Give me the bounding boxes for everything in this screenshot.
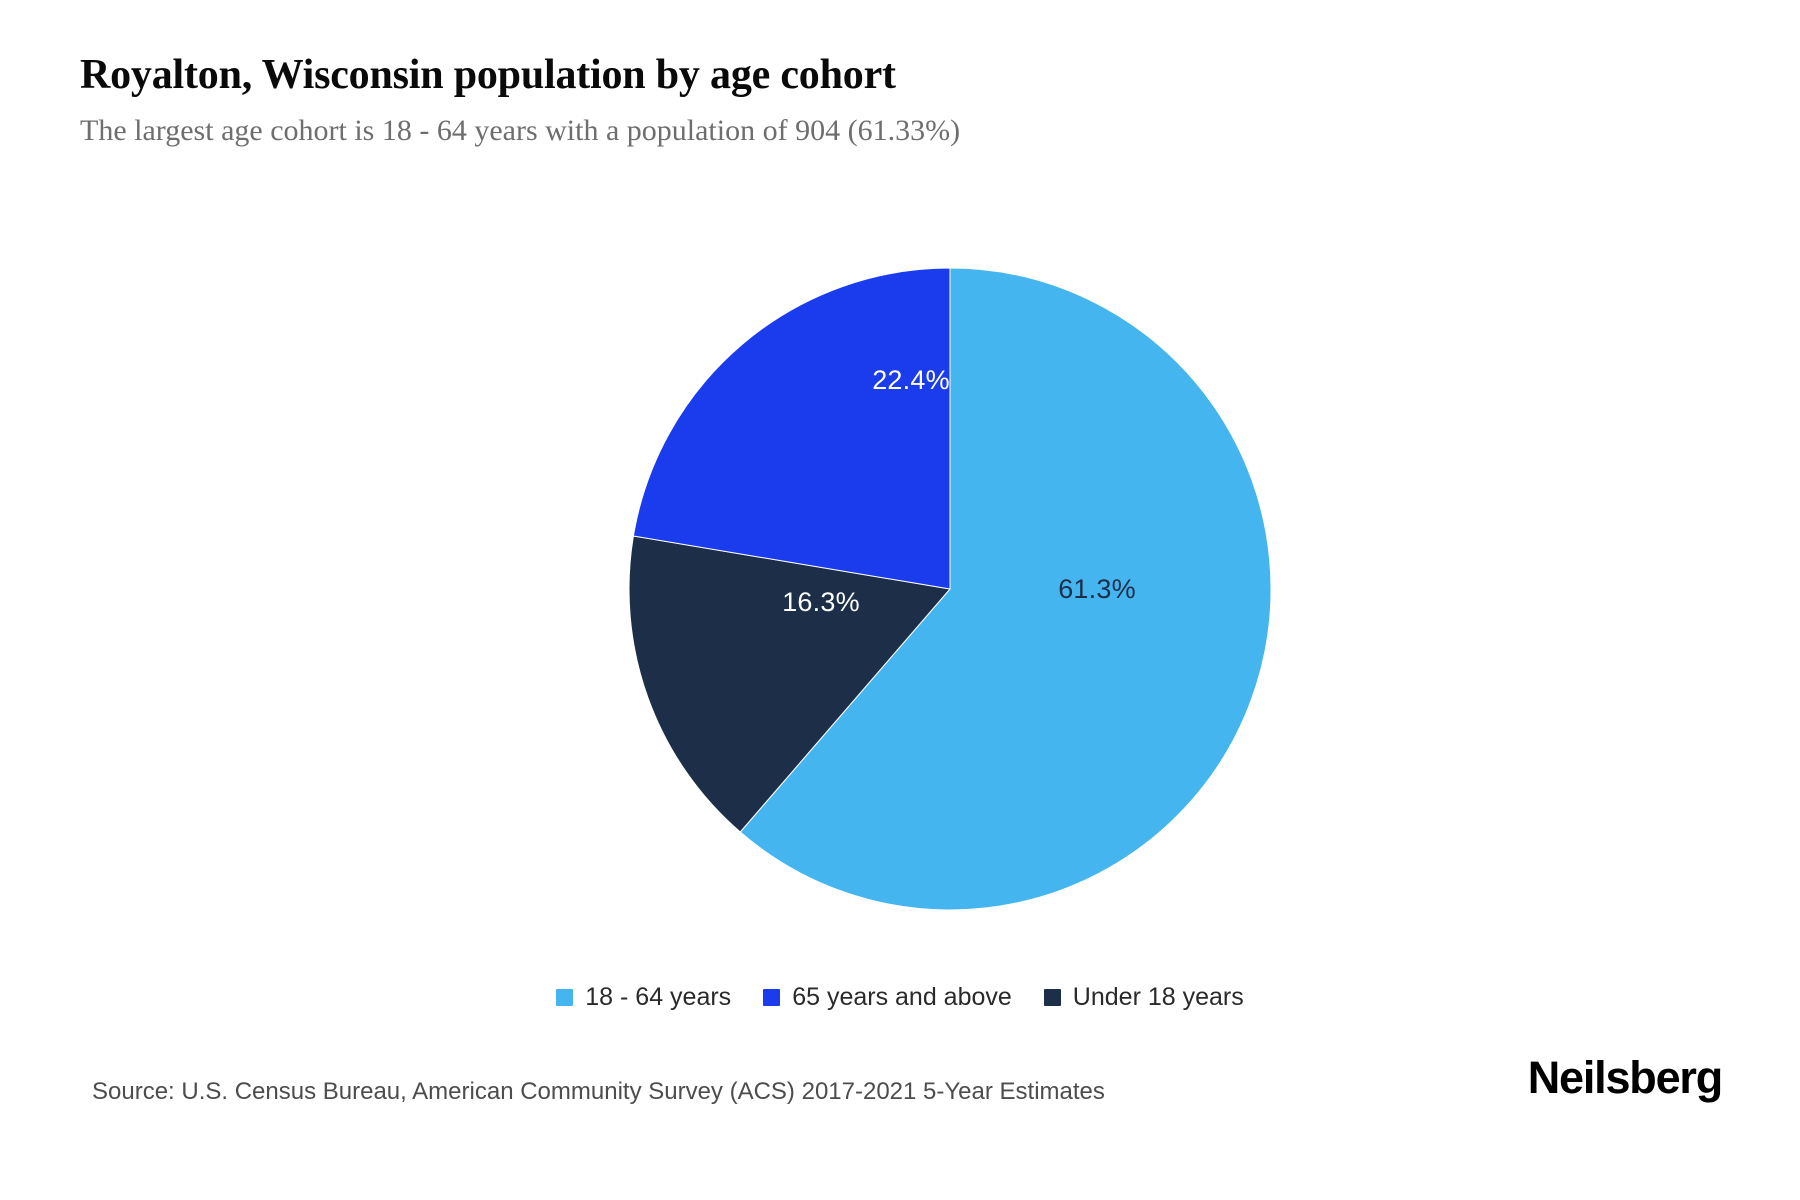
pie-slice[interactable]: [632, 268, 951, 590]
pie-slice[interactable]: [629, 535, 951, 833]
chart-header: Royalton, Wisconsin population by age co…: [80, 52, 1580, 149]
pie-data-label-group: 61.3% 16.3% 22.4%: [782, 365, 1136, 617]
legend-swatch-icon: [1043, 989, 1061, 1006]
legend-item[interactable]: 65 years and above: [763, 985, 1012, 1010]
legend-item[interactable]: Under 18 years: [1043, 983, 1244, 1011]
source-note: Source: U.S. Census Bureau, American Com…: [92, 1078, 1105, 1105]
legend-item-label: 65 years and above: [792, 983, 1012, 1011]
legend-swatch-icon: [763, 989, 781, 1006]
pie-slice-label: 22.4%: [872, 365, 950, 395]
legend-item-label: 18 - 64 years: [585, 983, 732, 1011]
legend-item-label: Under 18 years: [1072, 983, 1244, 1011]
pie-slice[interactable]: [739, 268, 1271, 910]
pie-slice-label: 61.3%: [1058, 574, 1136, 604]
legend-swatch-icon: [556, 989, 574, 1006]
page-title: Royalton, Wisconsin population by age co…: [80, 52, 896, 98]
brand-logo: Neilsberg: [1527, 1052, 1723, 1103]
pie-slice-label: 16.3%: [782, 587, 860, 617]
chart-subtitle: The largest age cohort is 18 - 64 years …: [80, 114, 961, 148]
pie-slice-group: [629, 268, 1271, 910]
pie-chart[interactable]: 61.3% 16.3% 22.4%: [629, 268, 1271, 910]
chart-legend: 18 - 64 years 65 years and above Under 18 …: [0, 985, 1800, 1010]
legend-item[interactable]: 18 - 64 years: [556, 985, 731, 1010]
